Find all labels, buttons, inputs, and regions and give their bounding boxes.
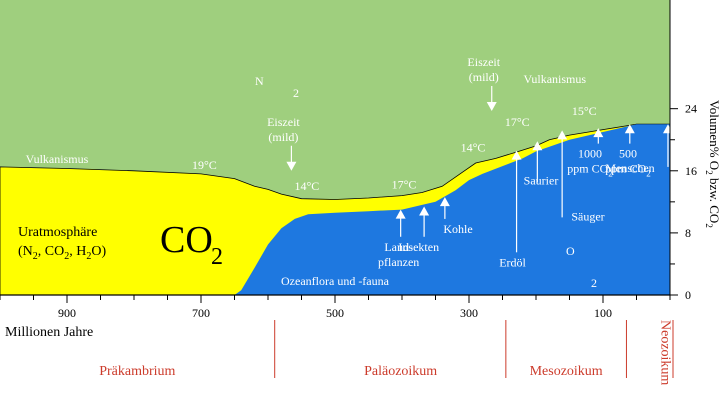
event-label: Saurier [524,173,559,187]
y-axis: 0 8 16 24 Volumen% O2 bzw. CO2 [669,0,722,302]
o2-label: O 2 [566,244,597,290]
event-label: Kohle [443,222,472,236]
x-tick-label: 900 [58,306,76,320]
era-label: Neozoikum [657,320,672,385]
event-arrow [532,141,543,183]
svg-text:2: 2 [211,244,223,270]
event-arrow [419,206,430,237]
era-label: Paläozoikum [364,364,437,379]
x-tick-label: 300 [460,306,478,320]
svg-text:(N2, CO2, H2O): (N2, CO2, H2O) [18,244,106,262]
event-label-line2: ppm CO2 [605,162,651,179]
event-arrow [439,197,450,219]
event-label: Land- [384,240,413,254]
ocean-label: Ozeanflora und -fauna [281,274,390,288]
event-arrow [511,150,522,253]
annotation-label: 14°C [461,140,486,154]
x-tick-label: 700 [192,306,210,320]
event-label: 500 [619,147,637,161]
event-arrow [624,124,635,144]
annotation-label-line2: (mild) [469,70,499,84]
annotation-label-line2: (mild) [268,130,298,144]
annotation-label: 17°C [392,178,417,192]
event-label: 1000 [578,147,602,161]
event-label-line2: ppm CO2 [567,162,613,179]
svg-text:2: 2 [591,276,597,290]
event-label: Säuger [571,209,604,223]
annotation-label: 19°C [192,158,217,172]
x-axis-title: Millionen Jahre [5,325,93,340]
svg-text:O: O [566,244,575,258]
annotation-label: Vulkanismus [26,152,89,166]
svg-text:Uratmosphäre: Uratmosphäre [18,225,97,240]
svg-text:2: 2 [293,86,299,100]
event-label: Menschen [605,161,654,175]
co2-label: CO 2 [160,219,223,270]
y-tick-label: 24 [685,102,697,116]
event-arrow [557,130,568,218]
annotation-label: Eiszeit [467,55,500,69]
event-label: Insekten [398,240,439,254]
event-label-line2: pflanzen [378,255,419,269]
annotation-label: 17°C [505,115,530,129]
o2-area [0,124,670,295]
ice-age-arrow [486,85,497,111]
y-tick-label: 0 [685,288,691,302]
annotation-label: 14°C [294,179,319,193]
x-tick-label: 500 [326,306,344,320]
era-label: Mesozoikum [530,364,603,379]
event-arrow [593,128,604,144]
y-tick-label: 16 [685,164,697,178]
annotation-label: 15°C [572,104,597,118]
n2-label: N 2 [255,74,299,100]
ice-age-arrow [286,145,297,171]
annotation-label: Vulkanismus [523,72,586,86]
y-tick-label: 8 [685,226,691,240]
annotation-label: Eiszeit [267,115,300,129]
y-axis-title: Volumen% O2 bzw. CO2 [704,100,722,228]
event-label: Erdöl [499,255,526,269]
svg-text:CO: CO [160,219,213,261]
era-label: Präkambrium [99,364,175,379]
x-axis: 900 700 500 300 100 Millionen Jahre [0,294,671,340]
event-arrow [395,209,406,237]
era-layer: Präkambrium Paläozoikum Mesozoikum Neozoiku… [99,320,674,385]
uratmosphaere-label: Uratmosphäre (N2, CO2, H2O) [18,225,106,262]
svg-text:N: N [255,74,264,88]
x-tick-label: 100 [594,306,612,320]
